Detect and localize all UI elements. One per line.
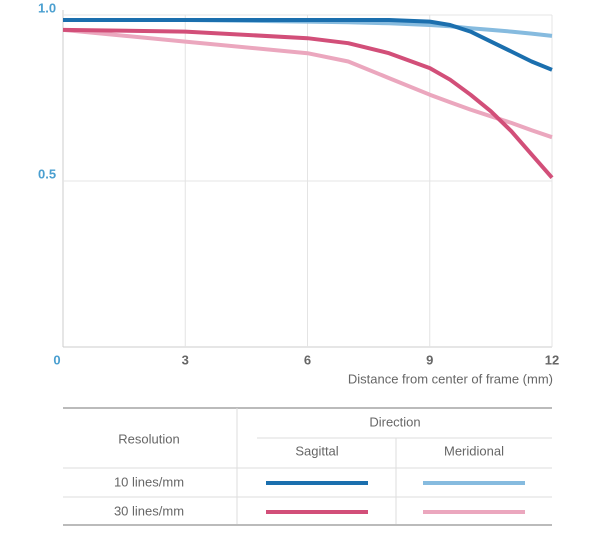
x-axis-label: Distance from center of frame (mm) <box>348 371 553 386</box>
x-tick-label: 3 <box>182 352 189 367</box>
series-line <box>62 27 554 180</box>
table-row-label: 30 lines/mm <box>114 503 184 518</box>
y-tick-label: 1.0 <box>38 0 56 15</box>
x-tick-label: 0 <box>53 352 60 367</box>
x-tick-label: 6 <box>304 352 311 367</box>
y-tick-label: 0.5 <box>38 166 56 181</box>
x-tick-label: 9 <box>426 352 433 367</box>
table-header: Direction <box>369 414 420 429</box>
series-line <box>63 18 553 72</box>
table-header: Meridional <box>444 443 504 458</box>
table-header: Sagittal <box>295 443 338 458</box>
x-tick-label: 12 <box>545 352 559 367</box>
series-line <box>62 27 553 140</box>
table-row-label: 10 lines/mm <box>114 474 184 489</box>
table-header: Resolution <box>118 431 179 446</box>
